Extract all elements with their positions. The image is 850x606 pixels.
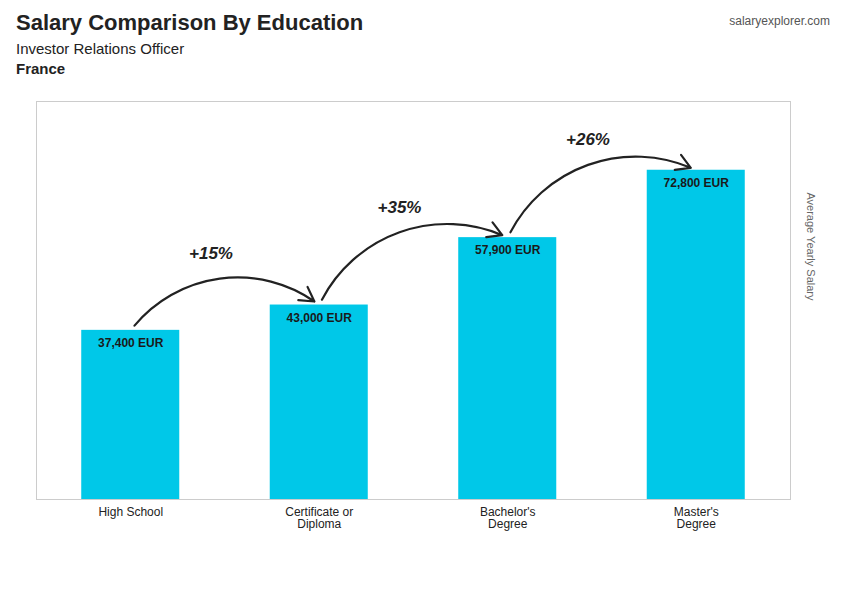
html-text:salaryexplorer.com: salaryexplorer.com xyxy=(729,14,830,28)
svg-text:Bachelor'sDegree: Bachelor'sDegree xyxy=(480,505,536,531)
svg-text:72,800 EUR: 72,800 EUR xyxy=(664,176,730,190)
svg-text:+35%: +35% xyxy=(378,198,422,217)
svg-text:Master'sDegree: Master'sDegree xyxy=(674,505,719,531)
svg-text:High School: High School xyxy=(98,505,163,519)
svg-text:Average Yearly Salary: Average Yearly Salary xyxy=(805,192,817,301)
html-text:Salary Comparison By Education: Salary Comparison By Education xyxy=(16,10,364,35)
svg-text:43,000 EUR: 43,000 EUR xyxy=(287,311,353,325)
html-text:Investor Relations Officer: Investor Relations Officer xyxy=(16,40,185,57)
svg-text:57,900 EUR: 57,900 EUR xyxy=(475,243,541,257)
html-text:France: France xyxy=(16,60,66,77)
svg-text:Certificate orDiploma: Certificate orDiploma xyxy=(285,505,353,531)
svg-text:37,400 EUR: 37,400 EUR xyxy=(98,336,164,350)
svg-text:+26%: +26% xyxy=(566,130,610,149)
svg-text:+15%: +15% xyxy=(189,244,233,263)
